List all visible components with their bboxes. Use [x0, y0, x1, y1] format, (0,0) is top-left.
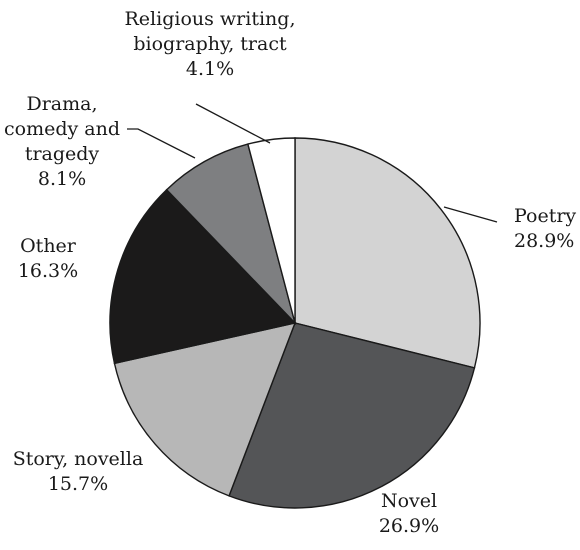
slice-label-line: Story, novella [13, 448, 144, 470]
slice-label-novel: Novel 26.9% [379, 490, 439, 537]
slice-label-other: Other 16.3% [18, 235, 78, 282]
slice-label-poetry: Poetry 28.9% [514, 205, 576, 252]
slice-label-drama-comedy-and-tragedy: Drama, comedy and tragedy 8.1% [4, 93, 120, 190]
slice-label-religious-writing-biography-tract: Religious writing, biography, tract 4.1% [125, 8, 296, 80]
slice-label-line: biography, tract [133, 33, 287, 55]
slice-label-line: Other [20, 235, 77, 257]
pie-slice-poetry [294, 137, 481, 369]
label-leaders [127, 103, 498, 223]
slice-label-line: comedy and [4, 118, 120, 140]
pie-slice-other [109, 188, 297, 365]
leader-line-religious-writing-biography-tract [195, 103, 271, 144]
slice-labels: Poetry 28.9% Novel 26.9% Story, novella 15.7%… [4, 8, 576, 537]
pie-slice-story-novella [113, 322, 297, 497]
slice-percent: 16.3% [18, 260, 78, 282]
slice-label-line: Religious writing, [125, 8, 296, 30]
pie-slices [109, 137, 481, 509]
pie-slice-religious-writing-biography-tract [247, 137, 296, 324]
slice-percent: 8.1% [38, 168, 86, 190]
slice-percent: 4.1% [186, 58, 234, 80]
slice-label-line: Drama, [26, 93, 97, 115]
slice-label-line: Poetry [514, 205, 576, 227]
slice-percent: 28.9% [514, 230, 574, 252]
pie-slice-novel [228, 322, 476, 509]
leader-line-poetry [443, 206, 498, 223]
leader-line-drama-comedy-and-tragedy [127, 128, 196, 159]
slice-label-line: tragedy [25, 143, 100, 165]
slice-label-line: Novel [381, 490, 437, 512]
slice-label-story-novella: Story, novella 15.7% [13, 448, 144, 495]
slice-percent: 26.9% [379, 515, 439, 537]
slice-percent: 15.7% [48, 473, 108, 495]
pie-slice-drama-comedy-and-tragedy [165, 143, 297, 326]
